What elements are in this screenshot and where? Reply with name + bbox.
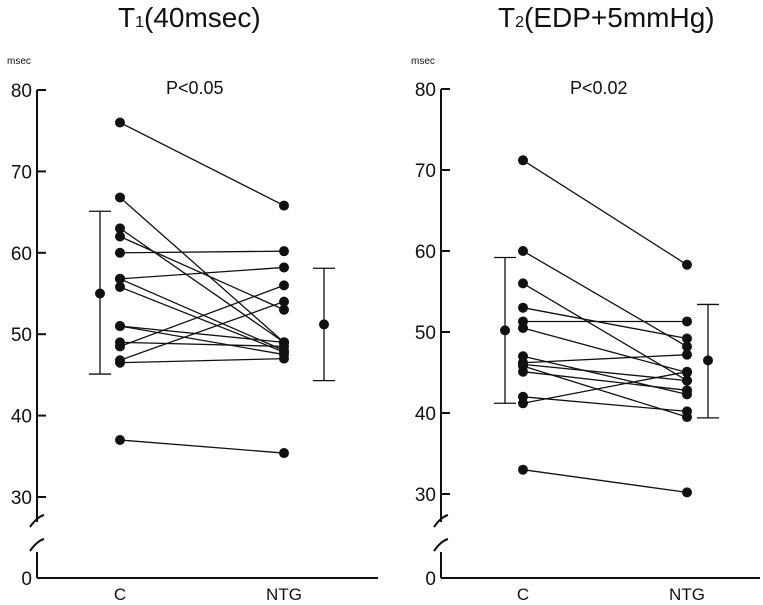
data-point-control-right	[518, 398, 528, 408]
y-tick-label-left: 60	[11, 244, 32, 265]
data-point-ntg-right	[682, 260, 692, 270]
pair-line-left	[120, 197, 284, 342]
data-point-ntg-right	[682, 376, 692, 386]
y-tick-label-left: 50	[11, 325, 32, 346]
data-point-ntg-right	[682, 367, 692, 377]
data-point-ntg-left	[279, 354, 289, 364]
y-zero-label-left: 0	[21, 569, 32, 590]
pair-line-left	[120, 440, 284, 453]
data-point-control-right	[518, 323, 528, 333]
data-point-control-left	[115, 435, 125, 445]
data-point-ntg-right	[682, 487, 692, 497]
y-tick-label-left: 40	[11, 407, 32, 428]
mean-point-control-right	[500, 325, 510, 335]
pair-line-right	[523, 470, 687, 493]
y-tick-label-right: 70	[415, 161, 436, 182]
pair-line-right	[523, 308, 687, 339]
y-tick-label-right: 40	[415, 404, 436, 425]
pair-line-left	[120, 285, 284, 346]
data-point-ntg-right	[682, 333, 692, 343]
y-tick-label-left: 80	[11, 81, 32, 102]
y-tick-label-right: 80	[415, 80, 436, 101]
data-point-ntg-left	[279, 280, 289, 290]
data-point-control-left	[115, 192, 125, 202]
data-point-control-left	[115, 118, 125, 128]
data-point-control-right	[518, 465, 528, 475]
data-point-control-right	[518, 155, 528, 165]
axis-break-mark-left	[30, 539, 44, 551]
data-point-control-left	[115, 341, 125, 351]
data-point-ntg-left	[279, 341, 289, 351]
data-point-control-right	[518, 278, 528, 288]
pair-line-right	[523, 355, 687, 363]
pair-line-right	[523, 364, 687, 380]
data-point-ntg-left	[279, 297, 289, 307]
x-category-label-right: NTG	[669, 585, 705, 604]
mean-point-ntg-left	[319, 319, 329, 329]
data-point-ntg-left	[279, 262, 289, 272]
pair-line-left	[120, 251, 284, 253]
y-tick-label-left: 30	[11, 488, 32, 509]
data-point-ntg-left	[279, 246, 289, 256]
data-point-control-left	[115, 282, 125, 292]
data-point-control-left	[115, 232, 125, 242]
pair-line-right	[523, 328, 687, 373]
pair-line-left	[120, 359, 284, 363]
y-tick-label-right: 30	[415, 485, 436, 506]
pair-line-left	[120, 123, 284, 206]
data-point-control-left	[115, 321, 125, 331]
y-tick-label-right: 60	[415, 242, 436, 263]
y-zero-label-right: 0	[425, 569, 436, 590]
data-point-control-right	[518, 359, 528, 369]
y-tick-label-right: 50	[415, 323, 436, 344]
data-point-control-right	[518, 246, 528, 256]
mean-point-ntg-right	[703, 355, 713, 365]
axis-break-mark-right	[434, 539, 448, 551]
x-category-label-left: C	[114, 585, 126, 604]
data-point-ntg-left	[279, 448, 289, 458]
mean-point-control-left	[95, 289, 105, 299]
x-category-label-left: NTG	[266, 585, 302, 604]
y-tick-label-left: 70	[11, 162, 32, 183]
data-point-ntg-right	[682, 385, 692, 395]
data-point-control-right	[518, 303, 528, 313]
data-point-control-left	[115, 248, 125, 258]
pair-line-left	[120, 228, 284, 342]
x-category-label-right: C	[517, 585, 529, 604]
data-point-control-left	[115, 358, 125, 368]
pair-line-right	[523, 160, 687, 264]
data-point-ntg-left	[279, 201, 289, 211]
data-point-ntg-right	[682, 406, 692, 416]
data-point-ntg-right	[682, 316, 692, 326]
data-point-ntg-right	[682, 350, 692, 360]
